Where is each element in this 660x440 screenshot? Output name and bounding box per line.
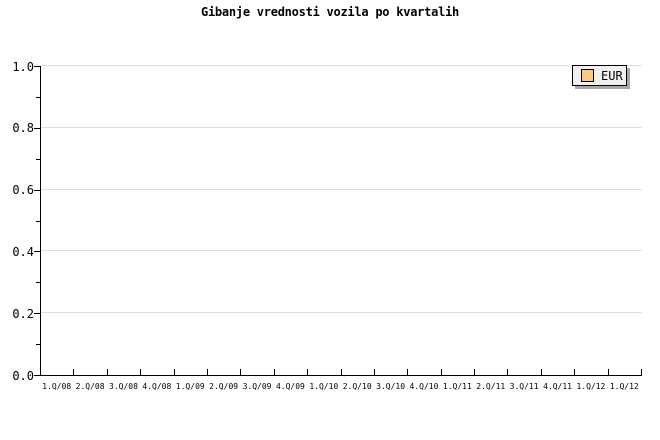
- x-tick-label: 1.Q/11: [442, 382, 472, 391]
- x-tick-label: 4.Q/10: [409, 382, 439, 391]
- x-tick-label: 3.Q/10: [376, 382, 406, 391]
- y-axis-minor-tick: [36, 96, 40, 98]
- x-axis-tick: [273, 369, 275, 375]
- legend-swatch-eur: [581, 69, 594, 82]
- y-axis-minor-tick: [36, 220, 40, 222]
- x-tick-label: 3.Q/08: [109, 382, 138, 391]
- gridline: [41, 126, 642, 128]
- gridline: [41, 188, 642, 190]
- x-axis-tick: [507, 369, 509, 375]
- plot-area: [40, 65, 642, 376]
- gridline: [41, 65, 642, 66]
- y-axis-minor-tick: [36, 158, 40, 160]
- gridline: [41, 250, 642, 252]
- y-axis-tick: [34, 375, 40, 376]
- x-tick-label: 1.Q/12: [609, 382, 639, 391]
- x-axis-tick: [540, 369, 542, 375]
- y-axis-tick: [34, 313, 40, 315]
- x-tick-label: 2.Q/10: [342, 382, 372, 391]
- y-tick-label: 1.0: [12, 59, 34, 74]
- x-tick-label: 1.Q/10: [309, 382, 339, 391]
- legend: EUR: [572, 65, 627, 86]
- y-axis-tick: [34, 127, 40, 129]
- y-tick-label: 0.0: [12, 368, 34, 383]
- x-tick-label: 2.Q/08: [75, 382, 105, 391]
- y-axis-minor-tick: [36, 282, 40, 284]
- y-axis-tick: [34, 66, 40, 67]
- x-tick-label: 3.Q/11: [509, 382, 539, 391]
- x-tick-label: 1.Q/12: [576, 382, 606, 391]
- x-axis-tick: [73, 369, 75, 375]
- x-tick-label: 4.Q/11: [543, 382, 572, 391]
- x-axis-tick: [307, 369, 309, 375]
- x-axis-tick: [407, 369, 409, 375]
- x-axis-tick: [106, 369, 108, 375]
- x-axis-tick: [574, 369, 576, 375]
- x-axis-tick: [173, 369, 175, 375]
- x-tick-label: 2.Q/09: [209, 382, 239, 391]
- x-axis-tick: [206, 369, 208, 375]
- x-tick-label: 1.Q/09: [175, 382, 205, 391]
- y-axis-tick: [34, 251, 40, 253]
- y-tick-label: 0.8: [12, 121, 34, 136]
- x-axis-tick: [641, 369, 642, 375]
- x-axis-tick: [240, 369, 242, 375]
- x-axis-tick: [440, 369, 442, 375]
- x-axis-tick: [340, 369, 342, 375]
- y-tick-label: 0.2: [12, 306, 34, 321]
- x-tick-label: 3.Q/09: [242, 382, 272, 391]
- x-axis-tick: [474, 369, 476, 375]
- chart-title: Gibanje vrednosti vozila po kvartalih: [200, 5, 460, 19]
- y-axis-tick: [34, 189, 40, 191]
- x-tick-label: 1.Q/08: [42, 382, 72, 391]
- x-axis-tick: [140, 369, 142, 375]
- y-tick-label: 0.4: [12, 244, 34, 259]
- x-tick-label: 2.Q/11: [476, 382, 506, 391]
- x-tick-label: 4.Q/09: [275, 382, 305, 391]
- y-tick-label: 0.6: [12, 183, 34, 198]
- gridline: [41, 312, 642, 314]
- x-axis-tick: [373, 369, 375, 375]
- legend-label-eur: EUR: [601, 68, 623, 83]
- x-tick-label: 4.Q/08: [142, 382, 172, 391]
- x-axis-tick: [607, 369, 609, 375]
- y-axis-minor-tick: [36, 344, 40, 346]
